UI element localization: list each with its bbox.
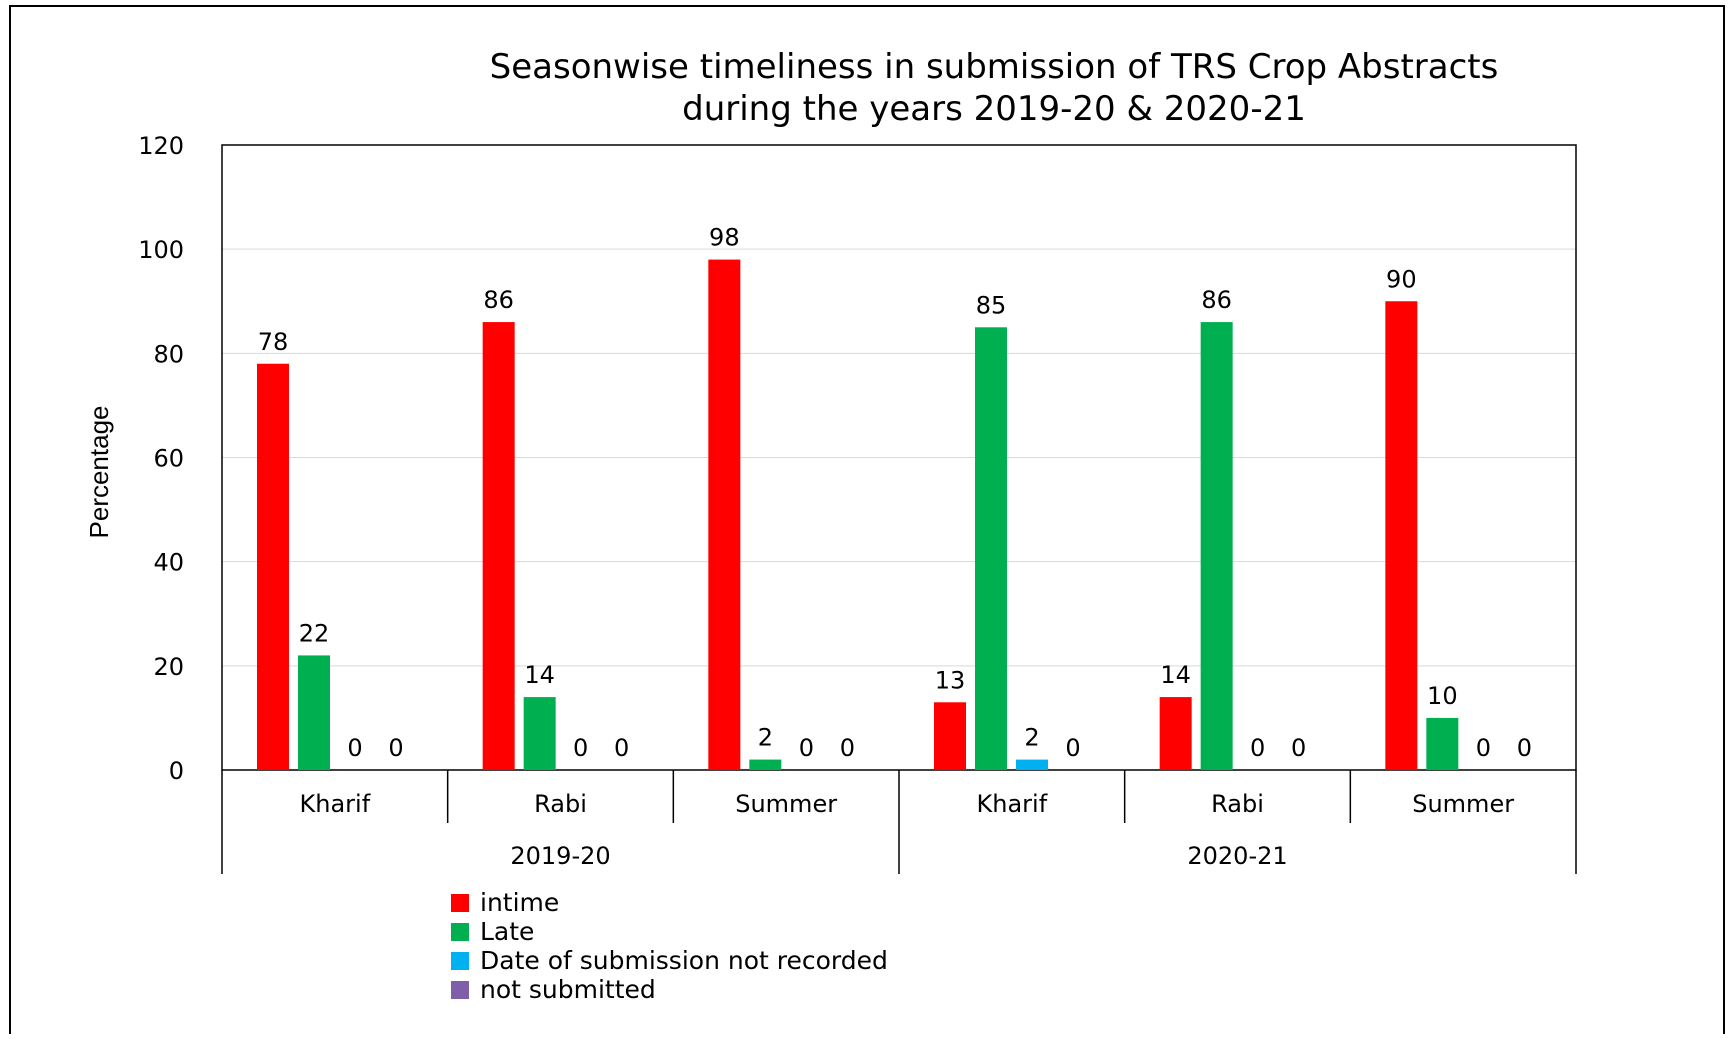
data-label: 22 (299, 619, 330, 647)
bar-late (1426, 717, 1459, 770)
bar-date-of-submission-not-recorded (1016, 759, 1048, 770)
x-group-label: 2019-20 (510, 842, 610, 870)
bars (257, 259, 1459, 770)
data-label: 2 (758, 724, 773, 752)
y-tick-label: 120 (138, 132, 184, 160)
bar-intime (482, 322, 515, 770)
data-label: 0 (1250, 734, 1265, 762)
y-tick-label: 40 (153, 549, 184, 577)
y-axis-label: Percentage (84, 406, 114, 539)
data-label: 0 (1065, 734, 1080, 762)
data-label: 10 (1427, 682, 1458, 710)
y-tick-label: 100 (138, 236, 184, 264)
bar-intime (708, 259, 741, 770)
outer-border (9, 5, 1725, 1037)
data-label: 0 (573, 734, 588, 762)
x-group-label: 2020-21 (1187, 842, 1287, 870)
data-label: 0 (1291, 734, 1306, 762)
chart-title-line1: Seasonwise timeliness in submission of T… (490, 47, 1499, 87)
legend-swatch (451, 923, 469, 941)
x-category-label: Summer (735, 790, 837, 818)
y-tick-label: 0 (169, 757, 184, 785)
data-label: 0 (1476, 734, 1491, 762)
data-label: 90 (1386, 265, 1417, 293)
bar-intime (934, 702, 966, 770)
data-label: 0 (347, 734, 362, 762)
bar-late (298, 655, 330, 770)
x-axis: Kharif Rabi Summer Kharif Rabi Summer 2019-20 2… (221, 770, 1577, 874)
legend-swatch (451, 981, 469, 999)
bar-late (1200, 322, 1233, 770)
bar-late (523, 697, 556, 770)
data-label: 0 (388, 734, 403, 762)
data-label: 86 (1201, 286, 1232, 314)
x-category-label: Summer (1412, 790, 1514, 818)
data-label: 98 (709, 224, 740, 252)
y-tick-label: 60 (153, 445, 184, 473)
data-label: 14 (1160, 661, 1191, 689)
gridlines (221, 144, 1577, 771)
legend-swatch (451, 952, 469, 970)
data-label: 0 (840, 734, 855, 762)
bar-intime (257, 363, 289, 770)
data-label: 0 (799, 734, 814, 762)
y-tick-label: 20 (153, 653, 184, 681)
data-label: 78 (258, 328, 289, 356)
bar-intime (1385, 301, 1418, 770)
data-label: 0 (1517, 734, 1532, 762)
bar-late (975, 327, 1007, 770)
y-axis-ticks: 0 20 40 60 80 100 120 (138, 132, 184, 785)
x-category-label: Kharif (977, 790, 1048, 818)
data-label: 0 (614, 734, 629, 762)
x-category-label: Rabi (534, 790, 587, 818)
y-tick-label: 80 (153, 340, 184, 368)
data-label: 14 (524, 661, 555, 689)
chart-title-line2: during the years 2019-20 & 2020-21 (682, 89, 1306, 129)
data-label: 85 (976, 291, 1007, 319)
data-label: 2 (1024, 724, 1039, 752)
legend-label: Late (480, 917, 534, 946)
data-label: 13 (935, 666, 966, 694)
bar-late (749, 759, 782, 770)
x-category-label: Rabi (1211, 790, 1264, 818)
x-category-label: Kharif (300, 790, 371, 818)
legend-label: intime (480, 888, 559, 917)
legend-label: Date of submission not recorded (480, 946, 888, 975)
legend-label: not submitted (480, 975, 656, 1004)
legend-swatch (451, 894, 469, 912)
bar-intime (1159, 697, 1192, 770)
data-label: 86 (483, 286, 514, 314)
